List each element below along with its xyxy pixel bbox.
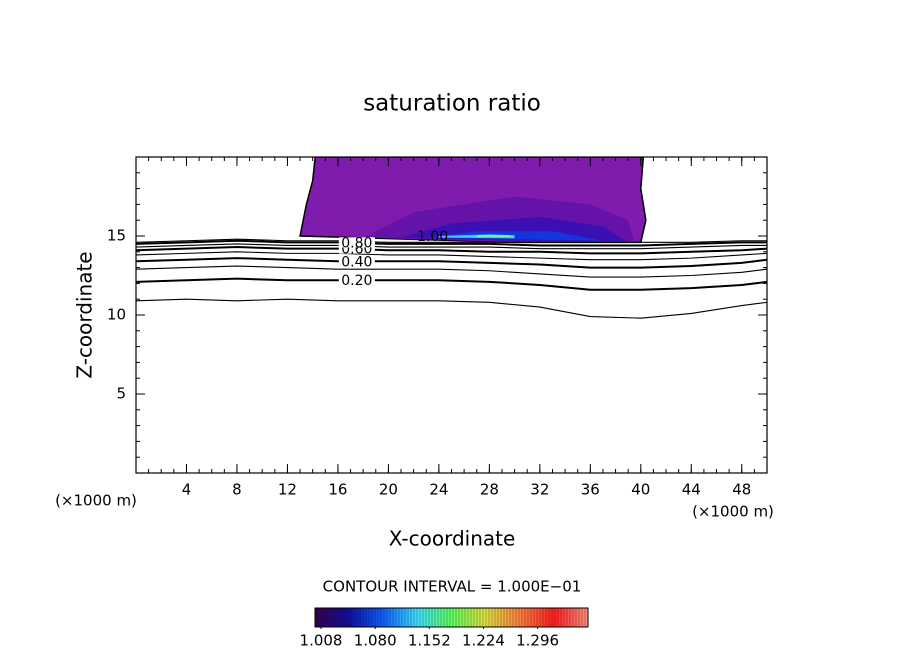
- y-unit: (×1000 m): [55, 492, 137, 510]
- contour-line: [136, 246, 767, 255]
- colorbar-tick-label: 1.224: [462, 632, 505, 650]
- y-tick-label: 15: [107, 227, 126, 245]
- fills: [299, 157, 647, 244]
- label-gap: [338, 256, 375, 267]
- colorbar-tick-label: 1.080: [354, 632, 397, 650]
- contour-label: 0.40: [341, 254, 372, 270]
- contour-label: 0.20: [341, 273, 372, 289]
- contour-line: [136, 238, 767, 243]
- contour-label: 0.80: [341, 235, 372, 251]
- label-gap: [338, 275, 375, 286]
- chart-title: saturation ratio: [363, 91, 541, 117]
- y-tick-label: 10: [107, 306, 126, 324]
- x-tick-label: 28: [480, 481, 499, 499]
- x-tick-label: 20: [379, 481, 398, 499]
- x-tick-label: 44: [682, 481, 701, 499]
- x-tick-label: 12: [278, 481, 297, 499]
- contour-line: [136, 257, 767, 269]
- x-unit: (×1000 m): [692, 503, 774, 521]
- contour-line: [136, 239, 767, 247]
- contour-line: [136, 265, 767, 278]
- x-tick-label: 16: [328, 481, 347, 499]
- contour-line: [136, 298, 767, 319]
- label-gap: [338, 237, 375, 248]
- contour-line: [136, 243, 767, 250]
- x-tick-label: 40: [631, 481, 650, 499]
- colorbar-tick-label: 1.296: [516, 632, 559, 650]
- x-tick-label: 8: [232, 481, 242, 499]
- y-tick-label: 5: [116, 385, 126, 403]
- contour-lines: [136, 238, 767, 319]
- contour-interval: CONTOUR INTERVAL = 1.000E−01: [323, 578, 582, 596]
- x-tick-label: 4: [182, 481, 192, 499]
- colorbar-tick-label: 1.008: [300, 632, 343, 650]
- colorbar: [314, 607, 589, 628]
- x-tick-label: 48: [732, 481, 751, 499]
- contour-label: 1.00: [417, 229, 448, 245]
- y-axis-label: Z-coordinate: [73, 251, 97, 378]
- x-tick-label: 36: [581, 481, 600, 499]
- colorbar-tick-label: 1.152: [408, 632, 451, 650]
- filled-region: [476, 235, 515, 237]
- x-axis-label: X-coordinate: [389, 527, 516, 551]
- contour-line: [136, 277, 767, 291]
- contour-labels: 1.000.200.400.600.80: [338, 229, 448, 289]
- contour-line: [136, 251, 767, 261]
- label-gap: [338, 243, 375, 254]
- x-tick-label: 32: [530, 481, 549, 499]
- x-tick-label: 24: [429, 481, 448, 499]
